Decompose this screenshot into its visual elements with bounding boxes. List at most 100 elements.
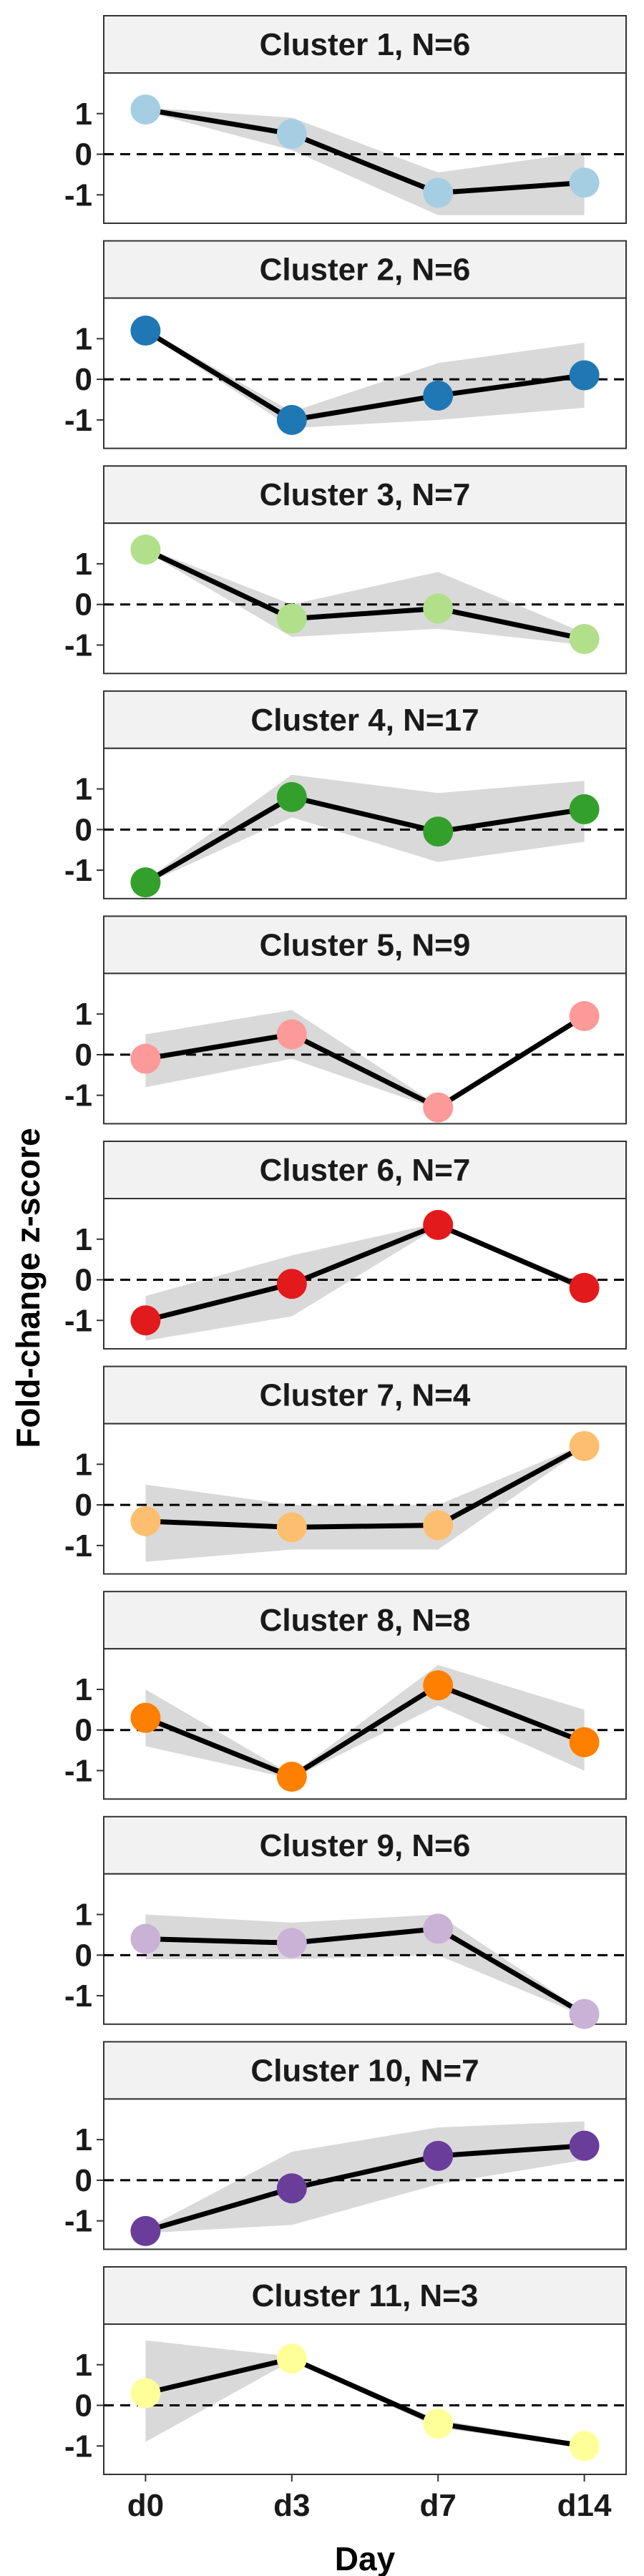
panel-title: Cluster 4, N=17	[250, 703, 479, 738]
panel-title: Cluster 10, N=7	[250, 2053, 479, 2088]
panel-title: Cluster 6, N=7	[260, 1153, 471, 1188]
data-point	[130, 1923, 161, 1954]
y-tick-label: 0	[75, 2163, 92, 2198]
x-tick-label: d7	[420, 2488, 457, 2523]
data-point	[569, 623, 600, 654]
x-tick-label: d3	[273, 2488, 310, 2523]
cluster-panel: Cluster 1, N=6 1 0 -1	[64, 15, 627, 224]
x-axis-title: Day	[335, 2540, 396, 2576]
data-point	[130, 1305, 161, 1336]
data-point	[276, 781, 307, 812]
series-line	[145, 107, 585, 195]
panel-title: Cluster 5, N=9	[260, 927, 471, 962]
data-point	[423, 1092, 454, 1123]
cluster-panel: Cluster 8, N=8 1 0 -1	[64, 1591, 627, 1800]
y-tick-label: 1	[75, 1898, 92, 1933]
data-point	[276, 2343, 307, 2374]
data-point	[130, 2215, 161, 2246]
panel-strip	[103, 1591, 627, 1650]
y-tick-label: 0	[75, 137, 92, 172]
panel-title: Cluster 9, N=6	[260, 1828, 471, 1863]
y-tick-label: 1	[75, 997, 92, 1032]
panel-title: Cluster 3, N=7	[260, 477, 471, 512]
y-tick-label: 1	[75, 2348, 92, 2383]
data-point	[276, 1512, 307, 1543]
data-point	[130, 2378, 161, 2409]
y-tick-label: 1	[75, 1222, 92, 1257]
data-point	[423, 380, 454, 411]
series-line	[145, 1443, 586, 1530]
panel-strip	[103, 1815, 627, 1875]
data-point	[569, 2431, 600, 2462]
panel-strip	[103, 1365, 627, 1425]
y-tick-label: 0	[75, 1938, 92, 1973]
series-line	[144, 328, 585, 423]
x-tick-label: d14	[557, 2488, 612, 2523]
y-tick-label: 0	[75, 362, 92, 397]
y-tick-label: 1	[75, 1447, 92, 1482]
data-point	[569, 1430, 600, 1461]
panel-strip	[103, 15, 627, 74]
y-tick-label: 0	[75, 1263, 92, 1298]
panel-title: Cluster 8, N=8	[260, 1603, 471, 1638]
data-point	[130, 1702, 161, 1733]
confidence-band	[145, 2121, 585, 2233]
panel-title: Cluster 1, N=6	[260, 27, 471, 62]
data-point	[423, 2140, 454, 2171]
y-tick-label: -1	[64, 628, 92, 663]
panel-strip	[103, 465, 627, 525]
panel-strip	[103, 240, 627, 299]
data-point	[276, 603, 307, 634]
y-tick-label: -1	[64, 1753, 92, 1788]
data-point	[569, 1727, 600, 1757]
series-line	[145, 1682, 585, 1780]
data-point	[569, 360, 600, 391]
confidence-band	[145, 1443, 585, 1562]
data-point	[423, 816, 454, 847]
data-point	[423, 177, 454, 208]
confidence-band	[145, 547, 585, 645]
data-point	[276, 1269, 307, 1299]
y-tick-label: 1	[75, 547, 92, 582]
y-tick-label: 0	[75, 812, 92, 847]
y-tick-label: -1	[64, 2204, 92, 2239]
data-point	[276, 1761, 307, 1792]
y-axis-title: Fold-change z-score	[9, 1128, 47, 1448]
data-point	[423, 1209, 454, 1240]
series-line	[144, 794, 585, 885]
y-tick-label: 0	[75, 1038, 92, 1073]
y-tick-label: -1	[64, 1303, 92, 1338]
data-point	[276, 1928, 307, 1958]
panel-title: Cluster 7, N=4	[260, 1378, 471, 1413]
data-point	[569, 2130, 600, 2161]
y-tick-label: 0	[75, 2389, 92, 2424]
data-point	[569, 167, 600, 198]
series-line	[144, 547, 585, 642]
data-point	[569, 1272, 600, 1303]
data-point	[276, 1019, 307, 1050]
y-tick-label: 0	[75, 1488, 92, 1523]
y-tick-label: 1	[75, 1672, 92, 1707]
y-tick-label: 0	[75, 1713, 92, 1748]
y-tick-label: -1	[64, 1979, 92, 2014]
data-point	[276, 2173, 307, 2204]
data-point	[423, 1670, 454, 1701]
data-point	[569, 794, 600, 824]
y-tick-label: 1	[75, 97, 92, 132]
cluster-panel: Cluster 6, N=7 1 0 -1	[64, 1141, 627, 1350]
data-point	[276, 404, 307, 435]
y-tick-label: -1	[64, 2429, 92, 2464]
confidence-band	[145, 328, 585, 429]
cluster-panel: Cluster 4, N=17 1 0 -1	[64, 690, 627, 899]
y-tick-label: 1	[75, 772, 92, 807]
y-tick-label: -1	[64, 403, 92, 438]
series-line	[145, 2356, 585, 2449]
series-line	[145, 1014, 586, 1111]
x-tick-label: d0	[127, 2488, 164, 2523]
confidence-band	[145, 774, 585, 884]
data-point	[130, 316, 161, 346]
y-tick-label: -1	[64, 1528, 92, 1563]
cluster-panel: Cluster 3, N=7 1 0 -1	[64, 465, 627, 675]
series-line	[145, 2143, 585, 2234]
